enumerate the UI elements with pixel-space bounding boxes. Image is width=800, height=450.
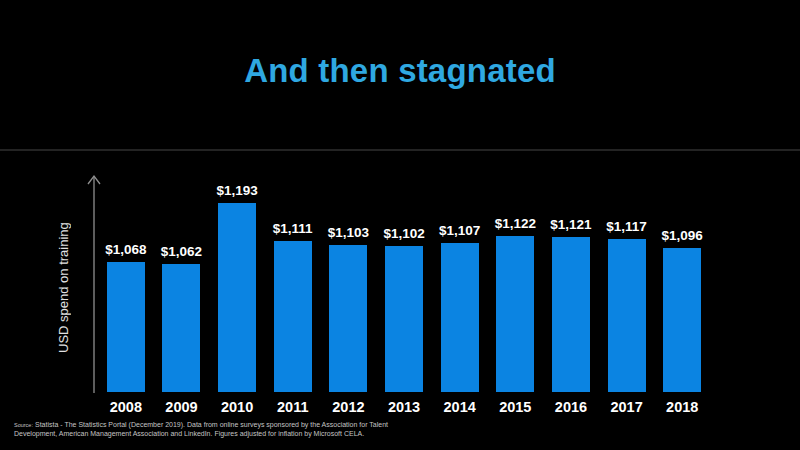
bar-value-label: $1,102 (383, 226, 424, 241)
bar-2009 (162, 264, 200, 392)
bar-2010 (218, 203, 256, 392)
x-tick-label: 2012 (321, 399, 377, 415)
x-tick-label: 2009 (154, 399, 210, 415)
bar-column: $1,0682008 (98, 176, 154, 392)
bar-column: $1,1222015 (487, 176, 543, 392)
x-tick-label: 2016 (543, 399, 599, 415)
bar-2013 (385, 246, 423, 393)
x-tick-label: 2015 (487, 399, 543, 415)
source-note: Source:Statista - The Statistics Portal … (14, 420, 388, 439)
bar-value-label: $1,121 (550, 217, 591, 232)
bar-value-label: $1,117 (606, 219, 647, 234)
slide: And then stagnated USD spend on training… (0, 0, 800, 450)
bar-column: $1,1032012 (321, 176, 377, 392)
bar-value-label: $1,068 (105, 242, 146, 257)
x-tick-label: 2013 (376, 399, 432, 415)
plot-area: $1,0682008$1,0622009$1,1932010$1,1112011… (98, 176, 710, 392)
bar-column: $1,1172017 (599, 176, 655, 392)
bar-2016 (552, 237, 590, 392)
x-tick-label: 2008 (98, 399, 154, 415)
bar-2014 (441, 243, 479, 392)
bar-2012 (329, 245, 367, 392)
slide-title: And then stagnated (0, 52, 800, 90)
source-line2: Development, American Management Associa… (14, 430, 364, 437)
bar-value-label: $1,193 (216, 183, 257, 198)
x-tick-label: 2011 (265, 399, 321, 415)
source-line1: Statista - The Statistics Portal (Decemb… (35, 421, 388, 428)
bar-value-label: $1,122 (495, 216, 536, 231)
header-divider (0, 149, 800, 151)
bar-2008 (107, 262, 145, 393)
bar-column: $1,1932010 (209, 176, 265, 392)
x-tick-label: 2010 (209, 399, 265, 415)
bar-value-label: $1,107 (439, 223, 480, 238)
bar-column: $1,0962018 (654, 176, 710, 392)
bar-column: $1,1072014 (432, 176, 488, 392)
bar-column: $1,1022013 (376, 176, 432, 392)
bar-2018 (663, 248, 701, 392)
bar-column: $1,0622009 (154, 176, 210, 392)
bar-value-label: $1,103 (328, 225, 369, 240)
bar-2017 (608, 239, 646, 393)
x-tick-label: 2014 (432, 399, 488, 415)
bar-value-label: $1,096 (662, 228, 703, 243)
source-prefix: Source: (14, 422, 33, 428)
x-tick-label: 2018 (654, 399, 710, 415)
bar-2015 (496, 236, 534, 392)
bar-value-label: $1,111 (273, 221, 313, 236)
x-tick-label: 2017 (599, 399, 655, 415)
bar-column: $1,1212016 (543, 176, 599, 392)
y-axis-label: USD spend on training (54, 213, 72, 363)
bar-2011 (274, 241, 312, 392)
bar-value-label: $1,062 (161, 244, 202, 259)
bar-column: $1,1112011 (265, 176, 321, 392)
